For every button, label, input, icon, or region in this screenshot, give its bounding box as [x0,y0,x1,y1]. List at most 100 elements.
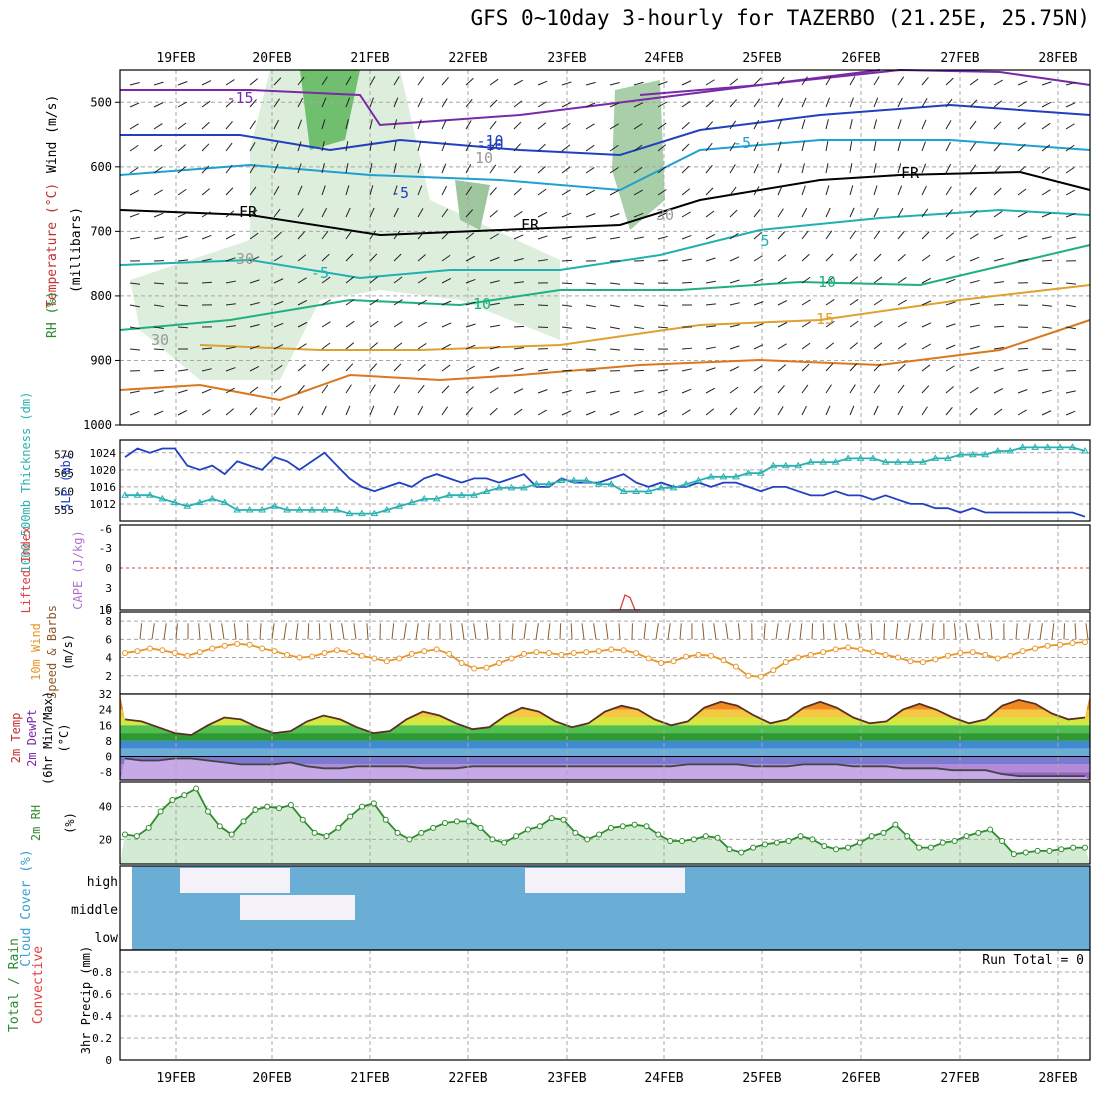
wind-barb [273,322,284,328]
rh-line-marker [1058,846,1065,853]
wind-barb [897,363,906,372]
thickness-line-marker [931,454,940,461]
surface-wind-barb [989,623,993,640]
wind-barb [177,212,188,218]
wind-barb [825,230,833,240]
wind-barb [297,385,305,394]
thickness-line [125,446,1086,515]
wind-barb [537,259,548,262]
rh-line-marker [679,838,686,845]
wind-barb [369,384,376,394]
wind-barb [1041,236,1052,240]
date-label-bottom: 27FEB [940,1071,979,1086]
date-label-top: 25FEB [742,51,781,66]
wind-barb [177,235,188,240]
wind-barb [369,76,376,86]
stability-frame [119,524,1091,611]
surface-wind-line-marker [732,663,739,670]
wind-barb [633,369,645,372]
wind-barb [969,209,978,218]
wind-barb [561,304,572,307]
wind-barb [825,185,830,196]
temperature-band [120,709,1090,718]
thickness-line-marker [395,502,404,509]
rh-line-marker [204,808,211,815]
surface-wind-barb [353,623,357,640]
surface-wind-line-marker [770,667,777,674]
ylabel-thickness: 1000-500mb Thickness (dm) [19,392,33,573]
wind-barb [825,97,831,108]
y-tick-label-thickness: 555 [54,504,74,517]
wind-barb [777,97,784,108]
wind-barb [177,166,187,174]
thickness-line-marker [270,502,279,509]
thickness-line-marker [632,487,641,495]
wind-barb [201,388,212,394]
wind-barb [273,208,281,218]
wind-barb [849,97,854,108]
surface-wind-barb [845,623,849,640]
wind-barb [393,276,403,284]
wind-barb [921,406,928,416]
temp-ylabel-group: 2m Temp 2m DewPt (6hr Min/Max) (°C) [9,691,71,785]
wind-barb [273,77,282,86]
wind-barb [489,187,497,196]
surface-wind-barb [1039,623,1043,640]
surface-wind-barb [511,623,514,640]
wind-barb [753,119,760,130]
rh-line-marker [560,816,567,823]
thickness-line-marker [320,505,329,513]
wind-barb [441,300,452,306]
thickness-line-marker [732,472,740,480]
wind-barb [825,207,831,218]
wind-barb [729,78,739,86]
wind-barb [729,407,738,416]
wind-barb [1041,189,1051,196]
surface-wind-line-marker [745,672,752,679]
surface-wind-line-marker [421,648,428,655]
wind-barb [489,324,500,328]
wind-barb [993,303,1005,306]
wind-barb [417,163,422,174]
wind-barb [897,185,903,196]
cloud-patch [525,868,685,893]
temperature-band [120,733,1090,741]
surface-wind-barb [655,623,659,640]
surface-wind-barb [593,623,597,640]
surface-wind-line-marker [608,646,615,653]
surface-wind-line-marker [209,645,216,652]
wind-barb [897,119,902,130]
wind-barb [921,119,927,130]
wind-barb [273,385,282,394]
wind-barb [1065,410,1076,416]
wind-barb [393,163,397,174]
surface-wind-line-marker [795,654,802,661]
surface-wind-barb [485,623,489,640]
wind-barb [393,207,399,218]
chart-title: GFS 0~10day 3-hourly for TAZERBO (21.25E… [470,6,1090,30]
wind-barb [777,385,785,394]
wind-barb [1041,166,1051,174]
y-tick-label: 1000 [83,418,112,432]
wind-barb [537,409,547,416]
thickness-line-marker [370,509,379,517]
wind-barb [369,230,377,240]
stability-ylabel-group-right: CAPE (J/kg) [71,530,85,609]
wind-barb [417,342,427,350]
temperature-band [120,725,1090,734]
wind-barb [225,99,234,108]
wind-barb [921,343,931,350]
ylabel-temp: 2m Temp [9,713,23,764]
wind-barb [681,409,691,416]
wind-barb [153,166,163,174]
wind-barb [681,235,692,240]
wind-barb [417,97,423,108]
rh-fill [120,788,1090,864]
rh-line-marker [264,803,271,810]
wind-barb [129,123,139,130]
surface-wind-line-marker [1082,639,1088,646]
y-tick-label: 700 [90,224,112,238]
wind-barb [633,282,645,285]
surface-wind-line-marker [919,659,926,666]
